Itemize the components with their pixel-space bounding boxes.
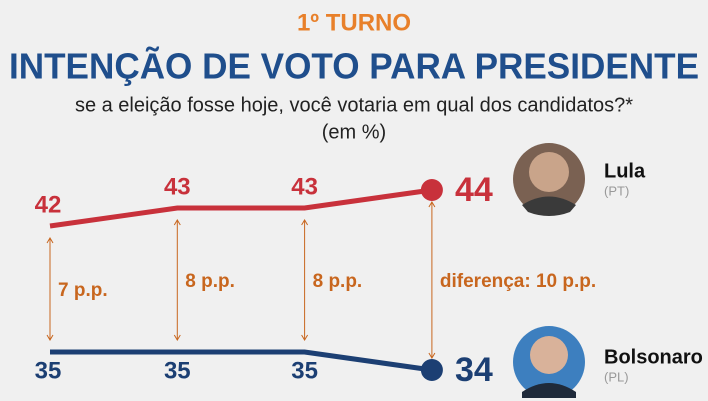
- candidate-party: (PT): [604, 183, 629, 198]
- value-label: 42: [35, 191, 62, 218]
- diff-label: 7 p.p.: [58, 280, 108, 301]
- arrow-head: [46, 334, 54, 341]
- chart-title: INTENÇÃO DE VOTO PARA PRESIDENTE: [9, 45, 699, 87]
- unit-note: (em %): [322, 121, 386, 143]
- value-label: 43: [291, 173, 318, 200]
- value-label: 35: [35, 357, 62, 384]
- photo-bolsonaro: [513, 326, 585, 398]
- arrow-head: [428, 201, 436, 208]
- end-dot: [420, 359, 443, 381]
- arrow-head: [173, 334, 181, 341]
- candidate-party: (PL): [604, 369, 629, 384]
- arrow-head: [301, 334, 309, 341]
- series-line: [50, 349, 433, 373]
- end-dot: [420, 179, 443, 201]
- diff-label: diferença: 10 p.p.: [440, 271, 596, 292]
- value-label-final: 44: [455, 171, 493, 209]
- value-label: 35: [291, 357, 318, 384]
- value-label-final: 34: [455, 351, 493, 389]
- subtitle: se a eleição fosse hoje, você votaria em…: [75, 94, 633, 116]
- value-label: 43: [164, 173, 191, 200]
- diff-label: 8 p.p.: [313, 271, 363, 292]
- arrow-head: [46, 237, 54, 244]
- series-line: [49, 187, 433, 229]
- kicker: 1º TURNO: [297, 9, 411, 36]
- candidate-name: Bolsonaro: [604, 346, 703, 368]
- arrow-head: [301, 219, 309, 226]
- diff-label: 8 p.p.: [185, 271, 235, 292]
- arrow-head: [428, 352, 436, 359]
- arrow-head: [173, 219, 181, 226]
- photo-lula: [513, 143, 585, 216]
- candidate-name: Lula: [604, 160, 646, 182]
- value-label: 35: [164, 357, 191, 384]
